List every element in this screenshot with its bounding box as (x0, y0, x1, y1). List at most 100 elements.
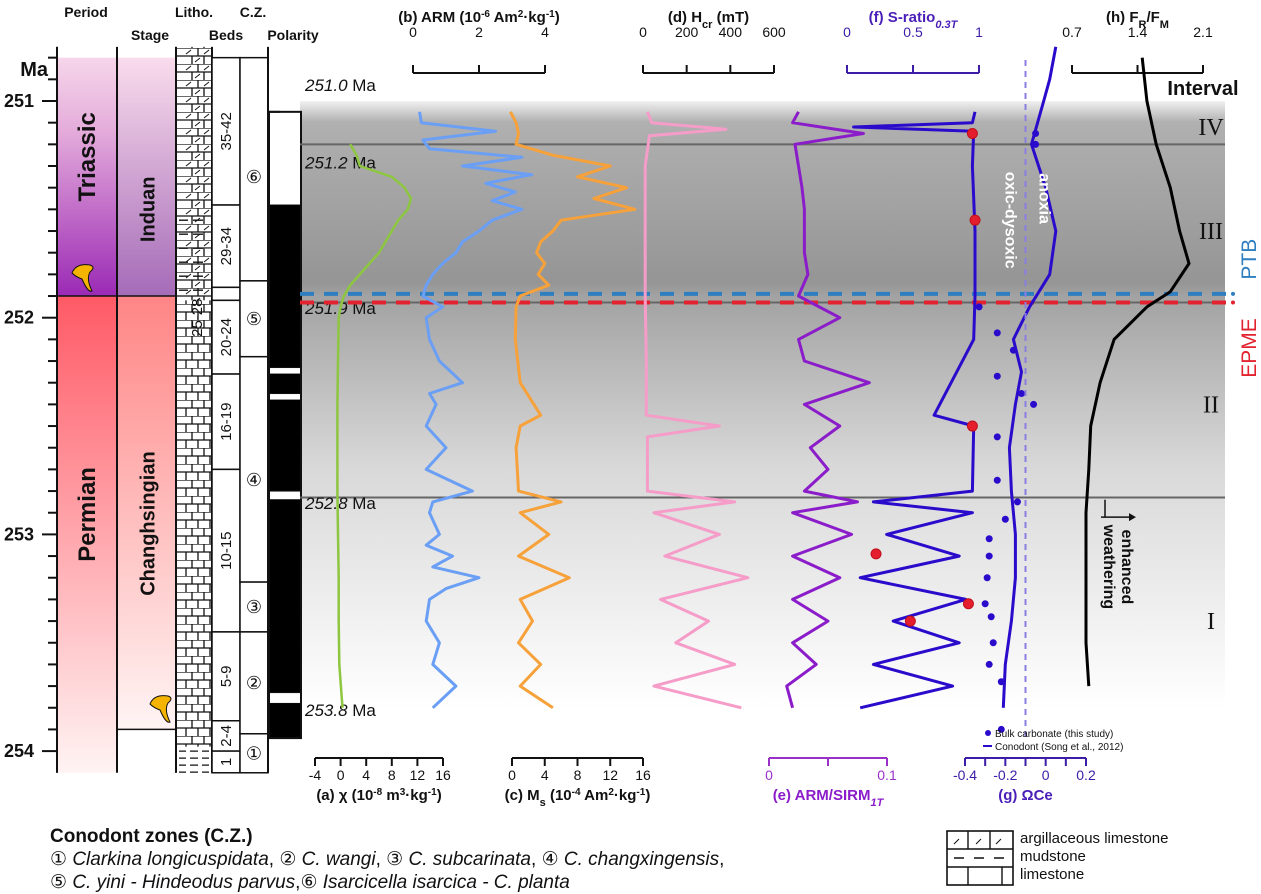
bed-cell (211, 631, 241, 722)
polarity-reversed (269, 703, 301, 739)
axis-tick-label-e: 0.1 (877, 767, 897, 783)
s-ratio-red-point (969, 214, 981, 226)
axis-title-h: (h) FR/FM (1106, 9, 1169, 31)
zone-4-name: C. changxingensis (558, 849, 720, 870)
polarity-normal (268, 490, 302, 501)
axis-tick-label-h: 1.4 (1128, 24, 1148, 40)
event-marker-epme (1231, 300, 1235, 305)
axis-tick-label-e: 0 (765, 767, 773, 783)
bulk-carbonate-point (1030, 400, 1038, 408)
s-ratio-red-point (904, 615, 916, 627)
bulk-carbonate-point (985, 535, 993, 543)
age-tick-label: 251 (4, 91, 34, 111)
axis-tick-label-c: 8 (574, 767, 582, 783)
polarity-normal (268, 692, 302, 704)
age-axis-label: Ma (20, 59, 49, 81)
axis-tick-label-a: 8 (388, 767, 396, 783)
legend-limestone: limestone (1020, 866, 1085, 883)
axis-tick-label-d: 600 (762, 24, 786, 40)
period-triassic (57, 57, 117, 297)
interval-background (300, 101, 1225, 708)
axis-tick-label-a: 16 (435, 767, 451, 783)
weathering-label-2: weathering (1100, 524, 1117, 609)
axis-tick-label-c: 4 (541, 767, 549, 783)
separator: , (531, 849, 542, 870)
conodont-zone-cell (239, 56, 269, 282)
interval-label-I: I (1207, 609, 1215, 635)
lithology-legend: argillaceous limestone mudstone limeston… (946, 830, 1261, 890)
bed-label: 25-28 (189, 299, 206, 337)
series-line-a (336, 143, 413, 708)
bed-label: 10-15 (218, 531, 235, 569)
zone-5-name: C. yini - Hindeodus parvus (67, 872, 296, 893)
stage-label-changhsingian: Changhsingian (138, 451, 160, 595)
lithology-argillaceous-limestone (176, 46, 212, 249)
conodont-legend-title: Conodont zones (C.Z.) (50, 826, 253, 847)
axis-tick-label-h: 0.7 (1062, 24, 1082, 40)
bed-label: 29-34 (218, 227, 235, 265)
bulk-carbonate-point (993, 329, 1001, 337)
zone-2-symbol: ② (279, 849, 297, 870)
lithology-argillaceous-mudstone (176, 248, 212, 301)
conodont-zone-label: ① (246, 743, 262, 763)
age-label: 251.2 Ma (304, 153, 376, 172)
separator: , (295, 872, 301, 893)
bed-label: 35-42 (218, 112, 235, 150)
zone-3-symbol: ③ (386, 849, 404, 870)
axis-tick-label-d: 0 (639, 24, 647, 40)
bulk-carbonate-point (985, 552, 993, 560)
axis-tick-label-b: 0 (409, 24, 417, 40)
polarity-reversed (269, 400, 301, 492)
legend-mudstone: mudstone (1020, 848, 1086, 865)
age-tick-label: 252 (4, 308, 34, 328)
interval-label-IV: IV (1198, 115, 1224, 141)
event-marker-ptb (1231, 291, 1235, 296)
axis-tick-label-b: 2 (475, 24, 483, 40)
axis-tick-label-h: 2.1 (1193, 24, 1213, 40)
zone-3-name: C. subcarinata (403, 849, 531, 870)
polarity-reversed (269, 205, 301, 368)
series-line-d (643, 111, 750, 710)
age-tick-label: 254 (4, 741, 34, 761)
bulk-carbonate-point (985, 660, 993, 668)
bed-cell (211, 286, 241, 302)
bed-label: 16-19 (218, 403, 235, 441)
axis-tick-label-a: 0 (337, 767, 345, 783)
interval-title: Interval (1167, 78, 1238, 100)
polarity-reversed (269, 499, 301, 693)
argillaceous-limestone-swatch (953, 838, 1002, 845)
polarity-normal (268, 393, 302, 401)
series-line-e (785, 111, 871, 709)
period-label-triassic: Triassic (74, 112, 101, 201)
stage-label-induan: Induan (138, 177, 160, 243)
series-line-b (418, 111, 534, 709)
stage-induan (117, 57, 176, 297)
separator: , (375, 849, 387, 870)
separator: , (268, 849, 280, 870)
axis-tick-label-g: -0.4 (953, 767, 977, 783)
age-label: 253.8 Ma (304, 701, 376, 720)
conodont-zone-label: ④ (246, 470, 262, 490)
conodont-zone-label: ③ (246, 597, 262, 617)
axis-tick-label-f: 1 (975, 24, 983, 40)
axis-tick-label-c: 12 (602, 767, 618, 783)
header-beds: Beds (209, 27, 243, 43)
legend-argillaceous-limestone: argillaceous limestone (1020, 830, 1169, 847)
axis-tick-label-d: 200 (675, 24, 699, 40)
axis-tick-label-d: 400 (719, 24, 743, 40)
conodont-fossil-icon (149, 695, 172, 723)
conodont-fossil-icon (71, 264, 94, 292)
bulk-carbonate-point (997, 678, 1005, 686)
bulk-carbonate-point (993, 372, 1001, 380)
axis-tick-label-c: 0 (508, 767, 516, 783)
axis-tick-label-g: -0.2 (993, 767, 1017, 783)
event-label-epme: EPME (1238, 318, 1261, 378)
age-label: 252.8 Ma (304, 494, 376, 513)
redox-label-oxic-dysoxic: oxic-dysoxic (1002, 172, 1019, 269)
polarity-outline (268, 110, 302, 740)
legend-bulk-carbonate-marker (985, 730, 991, 736)
conodont-zone-legend: Conodont zones (C.Z.) ① Clarkina longicu… (50, 826, 724, 894)
axis-tick-label-b: 4 (541, 24, 549, 40)
s-ratio-red-point (962, 598, 974, 610)
